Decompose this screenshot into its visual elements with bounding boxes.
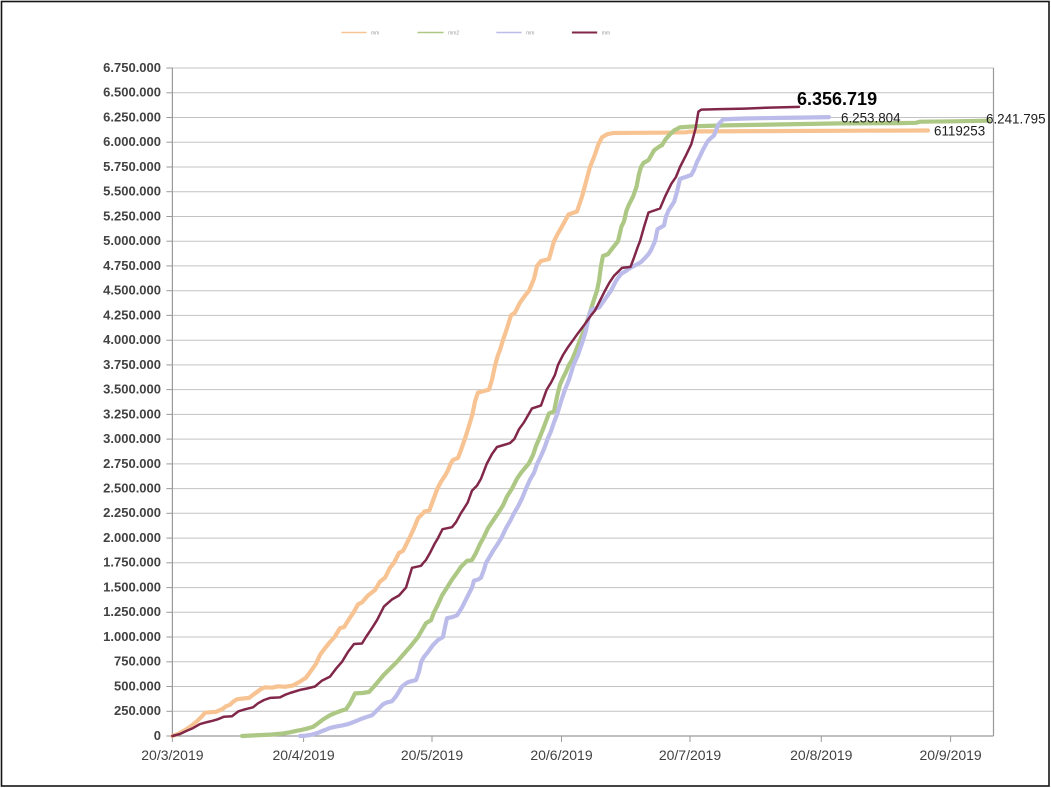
- svg-text:5.750.000: 5.750.000: [103, 159, 161, 174]
- svg-text:20/8/2019: 20/8/2019: [790, 747, 852, 763]
- svg-text:500.000: 500.000: [114, 678, 161, 693]
- svg-text:20/3/2019: 20/3/2019: [141, 747, 203, 763]
- svg-text:20/7/2019: 20/7/2019: [659, 747, 721, 763]
- svg-text:20/4/2019: 20/4/2019: [272, 747, 334, 763]
- svg-text:20/9/2019: 20/9/2019: [919, 747, 981, 763]
- svg-text:mm: mm: [526, 31, 534, 37]
- svg-text:6.000.000: 6.000.000: [103, 134, 161, 149]
- svg-text:20/6/2019: 20/6/2019: [530, 747, 592, 763]
- svg-text:250.000: 250.000: [114, 703, 161, 718]
- svg-text:4.750.000: 4.750.000: [103, 258, 161, 273]
- svg-text:6.356.719: 6.356.719: [797, 89, 877, 109]
- svg-text:mm2: mm2: [448, 31, 459, 37]
- svg-text:6.750.000: 6.750.000: [103, 60, 161, 75]
- svg-text:mm: mm: [602, 31, 610, 37]
- svg-text:3.500.000: 3.500.000: [103, 382, 161, 397]
- svg-text:4.500.000: 4.500.000: [103, 283, 161, 298]
- svg-text:2.500.000: 2.500.000: [103, 481, 161, 496]
- svg-text:750.000: 750.000: [114, 654, 161, 669]
- svg-text:20/5/2019: 20/5/2019: [401, 747, 463, 763]
- svg-text:6.253.804: 6.253.804: [841, 110, 901, 125]
- svg-text:6119253: 6119253: [934, 124, 985, 139]
- svg-text:6.241.795: 6.241.795: [986, 112, 1046, 127]
- svg-text:5.250.000: 5.250.000: [103, 208, 161, 223]
- svg-text:4.000.000: 4.000.000: [103, 332, 161, 347]
- svg-text:3.250.000: 3.250.000: [103, 406, 161, 421]
- svg-text:2.000.000: 2.000.000: [103, 530, 161, 545]
- svg-text:3.750.000: 3.750.000: [103, 357, 161, 372]
- svg-text:1.500.000: 1.500.000: [103, 580, 161, 595]
- svg-text:6.500.000: 6.500.000: [103, 85, 161, 100]
- svg-text:1.750.000: 1.750.000: [103, 555, 161, 570]
- svg-text:3.000.000: 3.000.000: [103, 431, 161, 446]
- svg-text:1.250.000: 1.250.000: [103, 604, 161, 619]
- svg-text:4.250.000: 4.250.000: [103, 307, 161, 322]
- svg-text:5.500.000: 5.500.000: [103, 184, 161, 199]
- svg-text:mm: mm: [371, 31, 379, 37]
- svg-text:6.250.000: 6.250.000: [103, 109, 161, 124]
- svg-text:2.250.000: 2.250.000: [103, 505, 161, 520]
- svg-text:1.000.000: 1.000.000: [103, 629, 161, 644]
- svg-text:2.750.000: 2.750.000: [103, 456, 161, 471]
- svg-text:0: 0: [154, 728, 161, 743]
- svg-text:5.000.000: 5.000.000: [103, 233, 161, 248]
